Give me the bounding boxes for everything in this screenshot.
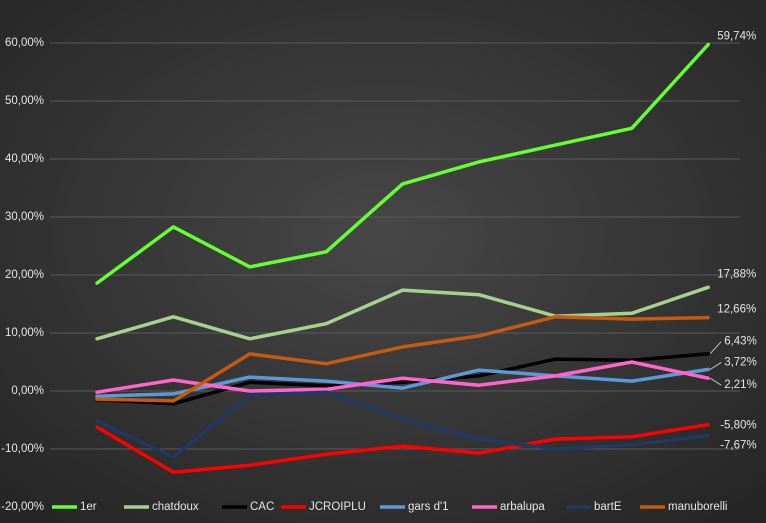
y-tick-label: 60,00% [5,37,44,49]
series-line [95,42,710,285]
legend-label: gars d'1 [408,501,449,513]
series-line [95,285,710,341]
leader-line [709,362,722,370]
data-label: -5,80% [720,420,756,432]
data-label: 59,74% [717,31,756,43]
y-tick-label: 50,00% [5,95,44,107]
y-tick-label: 30,00% [5,211,44,223]
legend-label: bartE [594,501,622,513]
legend-label: JCROIPLU [309,501,366,513]
series-line [95,422,710,474]
data-label: 12,66% [717,304,756,316]
legend-label: chatdoux [152,501,199,513]
series-line [95,315,710,403]
data-label: 3,72% [724,356,757,368]
data-label: -7,67% [720,440,756,452]
y-tick-label: 10,00% [5,327,44,339]
legend-label: 1er [80,501,97,513]
grid: -20,00% -10,00% 0,00% 10,00% 20,00% 30,00% 40,… [1,37,740,513]
y-tick-label: -20,00% [1,501,44,513]
legend-label: arbalupa [500,501,545,513]
data-label: 17,88% [717,268,756,280]
series-line [95,367,710,398]
legend-label: CAC [250,501,274,513]
leader-line [709,341,722,355]
y-tick-label: 0,00% [11,385,44,397]
legend: 1er chatdoux CAC JCROIPLU gars d'1 arbalupa ba… [52,501,727,513]
data-label: 6,43% [724,336,757,348]
leader-line [709,377,722,386]
y-tick-label: 20,00% [5,269,44,281]
data-label: 2,21% [724,379,757,391]
plot [95,42,710,474]
series-line [95,390,710,459]
labels: 59,74% 17,88% 6,43% -5,80% 3,72% 2,21% -7,67% 1… [709,31,757,452]
legend-label: manuborelli [668,501,727,513]
y-tick-label: 40,00% [5,153,44,165]
series-line [95,351,710,406]
y-tick-label: -10,00% [1,443,44,455]
